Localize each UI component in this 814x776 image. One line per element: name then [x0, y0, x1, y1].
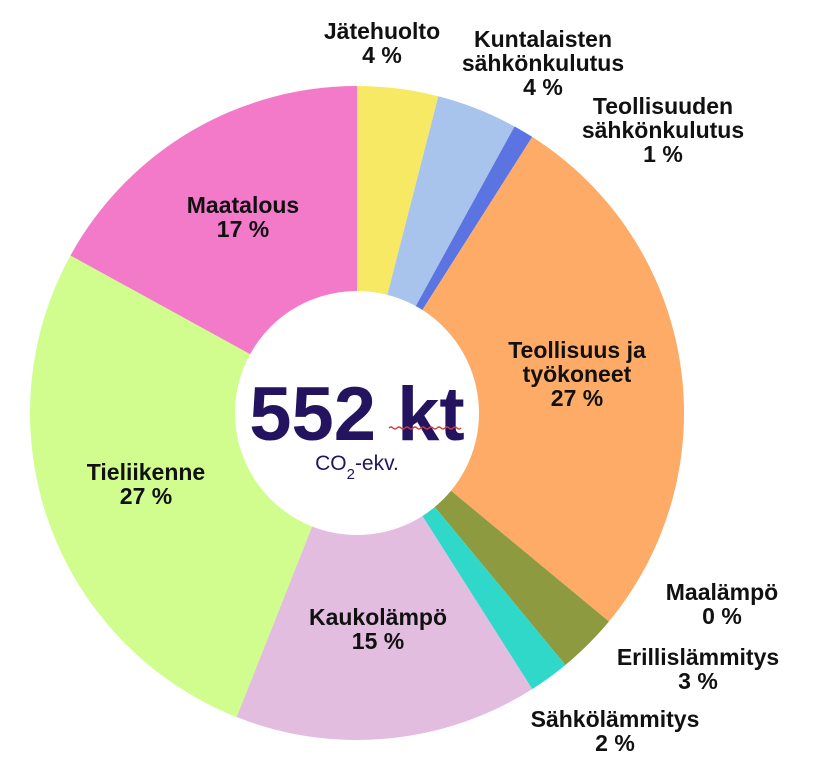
slice-label-9: Maatalous: [187, 192, 299, 218]
slice-label-7: Kaukolämpö: [309, 604, 447, 630]
slice-value-label-5: 3 %: [678, 668, 718, 694]
slice-label-3: Teollisuus ja: [508, 337, 646, 363]
slice-label-5: Erillislämmitys: [617, 644, 779, 670]
slice-label-1: Kuntalaisten: [474, 26, 612, 52]
slice-value-label-9: 17 %: [217, 216, 269, 242]
slice-label-4: Maalämpö: [666, 579, 778, 605]
slice-value-label-8: 27 %: [120, 483, 172, 509]
slice-value-label-4: 0 %: [702, 603, 742, 629]
slice-value-label-0: 4 %: [362, 42, 402, 68]
center-total: 552 kt: [249, 372, 465, 457]
slice-value-label-7: 15 %: [352, 628, 404, 654]
slice-label-8: Tieliikenne: [87, 459, 205, 485]
slice-label-2: sähkönkulutus: [582, 117, 744, 143]
slice-label-2: Teollisuuden: [593, 93, 733, 119]
slice-7: [236, 413, 533, 741]
slice-value-label-3: 27 %: [551, 385, 603, 411]
slice-label-0: Jätehuolto: [324, 18, 440, 44]
slice-label-6: Sähkölämmitys: [531, 706, 700, 732]
donut-hole: [235, 291, 479, 535]
center-unit: CO2-ekv.: [315, 452, 399, 483]
slice-label-1: sähkönkulutus: [462, 50, 624, 76]
slice-label-3: työkoneet: [523, 361, 632, 387]
spellcheck-underline: [388, 426, 462, 430]
slice-value-label-6: 2 %: [595, 730, 635, 756]
slice-value-label-2: 1 %: [643, 141, 683, 167]
slice-3: [357, 136, 685, 622]
slice-value-label-1: 4 %: [523, 74, 563, 100]
